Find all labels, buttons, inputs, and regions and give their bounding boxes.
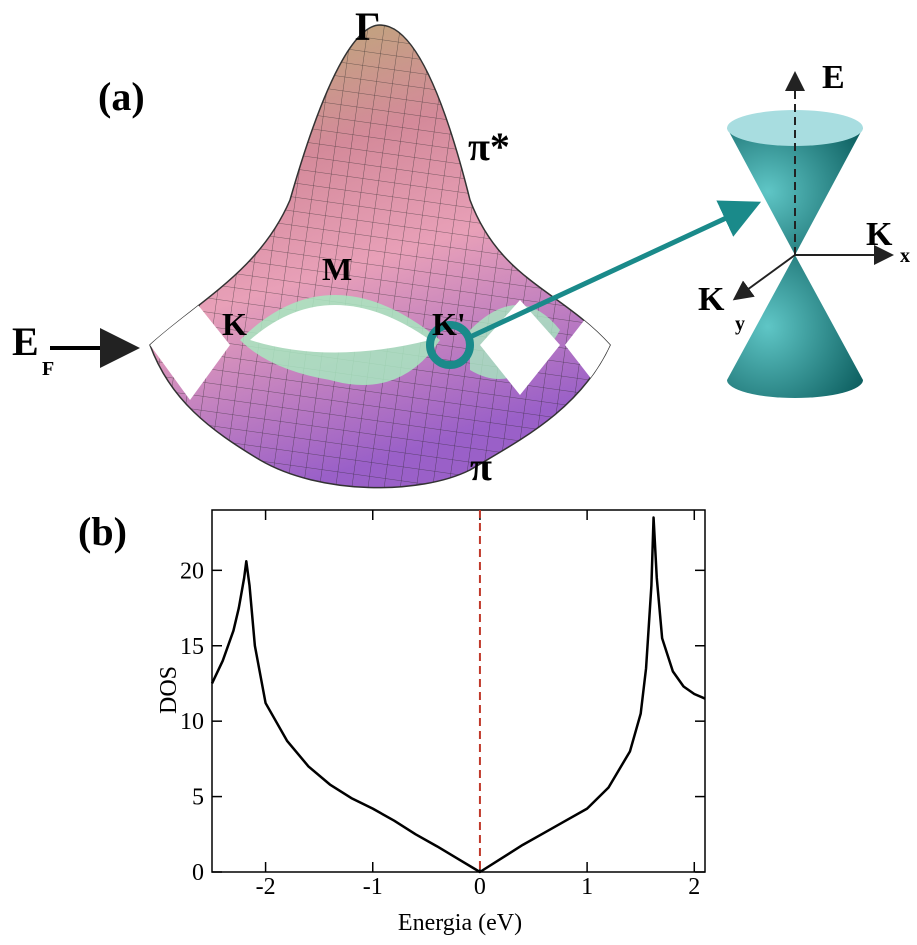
y-tick-label: 5 bbox=[192, 785, 204, 811]
axis-subscript: x bbox=[900, 245, 910, 267]
dos-line bbox=[210, 516, 706, 874]
point-label: M bbox=[322, 251, 352, 287]
y-tick-label: 10 bbox=[180, 709, 204, 735]
panel-label: (a) bbox=[98, 74, 145, 119]
plot-frame bbox=[211, 509, 706, 873]
axis-label: K bbox=[866, 216, 893, 253]
axis-label: E bbox=[822, 59, 845, 96]
fermi-label: E bbox=[12, 319, 39, 364]
point-label: K bbox=[222, 306, 247, 342]
x-tick-label: 0 bbox=[474, 874, 486, 900]
dirac-cone bbox=[727, 71, 894, 398]
band-label: π* bbox=[468, 124, 510, 169]
point-label: Γ bbox=[355, 4, 380, 49]
band-label: π bbox=[470, 444, 492, 489]
y-tick-label: 0 bbox=[192, 860, 204, 886]
x-axis-label: Energia (eV) bbox=[398, 910, 522, 936]
point-label: K' bbox=[432, 306, 466, 342]
x-tick-label: -1 bbox=[363, 874, 383, 900]
x-tick-label: 1 bbox=[581, 874, 593, 900]
fermi-subscript: F bbox=[42, 358, 54, 380]
y-axis-label: DOS bbox=[156, 666, 182, 714]
panel-label: (b) bbox=[78, 509, 127, 554]
axis-label: K bbox=[698, 281, 725, 318]
y-tick-label: 15 bbox=[180, 634, 204, 660]
x-tick-label: 2 bbox=[688, 874, 700, 900]
band-surface bbox=[50, 24, 762, 489]
y-tick-label: 20 bbox=[180, 558, 204, 584]
axis-subscript: y bbox=[735, 313, 745, 335]
x-tick-label: -2 bbox=[256, 874, 276, 900]
